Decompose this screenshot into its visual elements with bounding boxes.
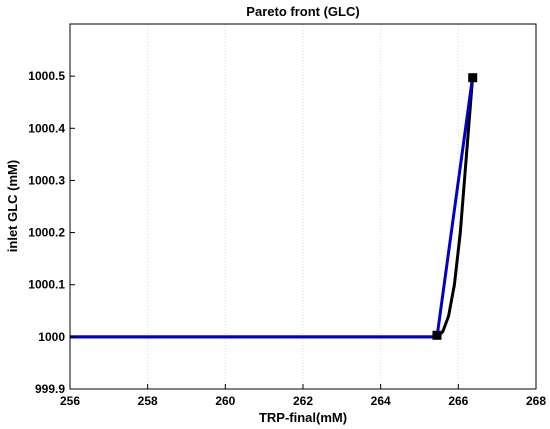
x-axis-label: TRP-final(mM) [259, 410, 347, 425]
x-tick-label: 258 [138, 394, 158, 408]
data-point-marker [468, 73, 478, 83]
x-tick-label: 260 [215, 394, 235, 408]
x-tick-label: 262 [293, 394, 313, 408]
x-tick-label: 266 [448, 394, 468, 408]
x-tick-label: 256 [60, 394, 80, 408]
axis-ticks: 256 258 260 262 264 266 268 999.9 1000 1000.1 1000… [28, 69, 546, 408]
y-tick-label: 1000.5 [28, 69, 65, 83]
chart-title: Pareto front (GLC) [246, 4, 359, 19]
data-markers [432, 73, 478, 340]
y-tick-label: 1000.3 [28, 173, 65, 187]
y-tick-label: 1000.2 [28, 226, 65, 240]
y-tick-label: 1000 [38, 330, 65, 344]
y-axis-label: inlet GLC (mM) [5, 160, 20, 252]
y-tick-label: 999.9 [35, 382, 65, 396]
x-tick-label: 264 [371, 394, 391, 408]
data-point-marker [432, 330, 442, 340]
y-tick-label: 1000.1 [28, 278, 65, 292]
y-tick-label: 1000.4 [28, 121, 65, 135]
x-tick-label: 268 [526, 394, 546, 408]
grid-lines [147, 24, 459, 389]
